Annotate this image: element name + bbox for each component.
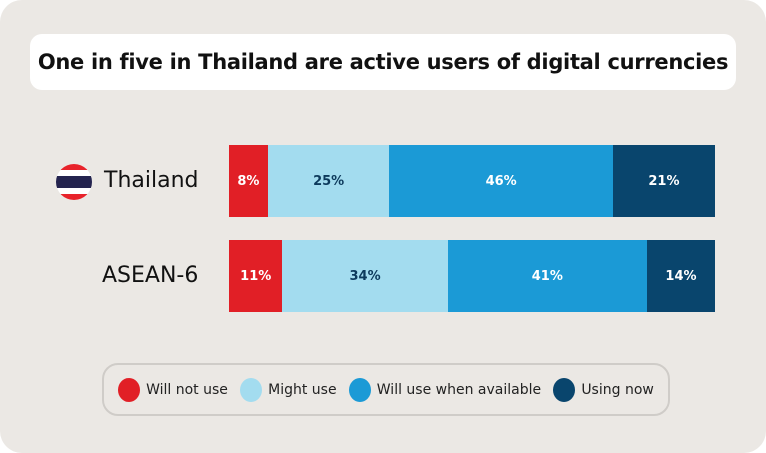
bar-asean-6-will-not-use: 11% — [229, 240, 283, 312]
category-label-asean-6: ASEAN-6 — [102, 263, 199, 288]
data-label: 25% — [313, 173, 345, 189]
data-label: 46% — [485, 173, 517, 189]
category-label-thailand: Thailand — [104, 168, 199, 193]
data-label: 34% — [349, 268, 381, 284]
chart-title: One in five in Thailand are active users… — [37, 50, 729, 74]
bar-thailand-using-now: 21% — [612, 145, 715, 217]
bar-thailand-might-use: 25% — [267, 145, 390, 217]
bar-thailand-will-not-use: 8% — [229, 145, 268, 217]
bar-asean-6-might-use: 34% — [282, 240, 448, 312]
bar-asean-6-will-use-when-available: 41% — [447, 240, 647, 312]
legend-label: Will not use — [146, 381, 228, 398]
bar-asean-6-using-now: 14% — [646, 240, 715, 312]
data-label: 8% — [237, 173, 260, 189]
legend-item: Will not use — [118, 377, 228, 402]
legend-item: Might use — [240, 377, 337, 402]
data-label: 21% — [648, 173, 680, 189]
legend-label: Will use when available — [376, 381, 542, 398]
legend: Will not use Might use Will use when avail… — [102, 363, 670, 416]
legend-swatch-icon — [240, 377, 263, 402]
bar-thailand-will-use-when-available: 46% — [389, 145, 613, 217]
legend-item: Using now — [553, 377, 654, 402]
legend-label: Using now — [581, 381, 654, 398]
title-box: One in five in Thailand are active users… — [30, 34, 736, 90]
legend-item: Will use when available — [348, 377, 542, 402]
thailand-flag-icon — [56, 164, 92, 200]
legend-swatch-icon — [348, 377, 371, 402]
legend-label: Might use — [268, 381, 337, 398]
legend-swatch-icon — [118, 377, 141, 402]
data-label: 11% — [240, 268, 272, 284]
data-label: 41% — [531, 268, 563, 284]
data-label: 14% — [665, 268, 697, 284]
legend-swatch-icon — [553, 377, 576, 402]
